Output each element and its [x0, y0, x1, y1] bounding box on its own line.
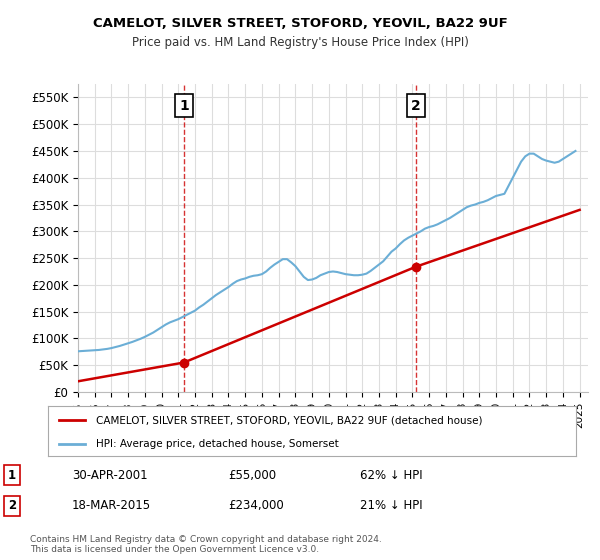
Text: CAMELOT, SILVER STREET, STOFORD, YEOVIL, BA22 9UF (detached house): CAMELOT, SILVER STREET, STOFORD, YEOVIL,…	[95, 415, 482, 425]
Text: HPI: Average price, detached house, Somerset: HPI: Average price, detached house, Some…	[95, 439, 338, 449]
Text: 21% ↓ HPI: 21% ↓ HPI	[360, 499, 422, 512]
Text: CAMELOT, SILVER STREET, STOFORD, YEOVIL, BA22 9UF: CAMELOT, SILVER STREET, STOFORD, YEOVIL,…	[92, 17, 508, 30]
Text: 1: 1	[8, 469, 16, 482]
Text: 62% ↓ HPI: 62% ↓ HPI	[360, 469, 422, 482]
Text: 1: 1	[179, 99, 189, 113]
Text: 2: 2	[8, 499, 16, 512]
Text: Contains HM Land Registry data © Crown copyright and database right 2024.
This d: Contains HM Land Registry data © Crown c…	[30, 535, 382, 554]
Text: £55,000: £55,000	[228, 469, 276, 482]
Text: Price paid vs. HM Land Registry's House Price Index (HPI): Price paid vs. HM Land Registry's House …	[131, 36, 469, 49]
Text: £234,000: £234,000	[228, 499, 284, 512]
Text: 18-MAR-2015: 18-MAR-2015	[72, 499, 151, 512]
Text: 30-APR-2001: 30-APR-2001	[72, 469, 148, 482]
Text: 2: 2	[411, 99, 421, 113]
